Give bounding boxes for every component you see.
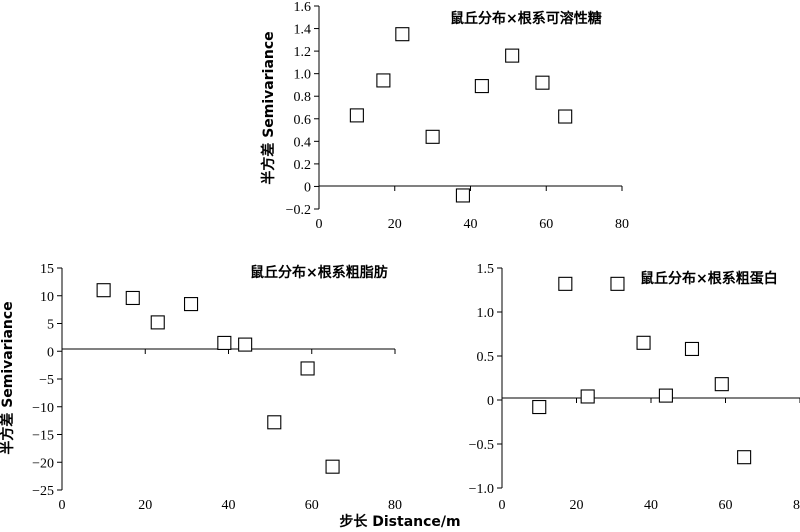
y-tick-label-protein: 1.0 <box>477 306 495 321</box>
data-point-protein <box>580 389 595 404</box>
data-point-protein <box>684 341 700 357</box>
y-tick-label-protein: 0.5 <box>477 350 495 365</box>
data-point-sugar <box>349 108 364 123</box>
data-point-sugar <box>376 73 391 88</box>
data-point-sugar <box>535 75 550 90</box>
data-point-sugar <box>558 109 573 124</box>
y-tick-label-sugar: 0.6 <box>294 113 312 128</box>
x-tick-label-sugar: 40 <box>464 217 478 232</box>
x-tick-label-sugar: 60 <box>539 217 553 232</box>
data-point-protein <box>714 377 729 392</box>
chart-title-protein: 鼠丘分布×根系粗蛋白 <box>640 270 778 287</box>
data-point-sugar <box>505 48 520 63</box>
data-point-sugar <box>425 129 440 144</box>
data-point-fat <box>267 415 282 430</box>
y-axis-label-left: 半方差 Semivariance <box>0 301 16 454</box>
y-tick-label-fat: 5 <box>47 318 54 333</box>
y-tick-label-sugar: 1.2 <box>294 45 312 60</box>
x-tick-label-sugar: 0 <box>316 217 323 232</box>
y-tick-label-protein: −1.0 <box>469 482 494 497</box>
data-point-sugar <box>395 27 410 42</box>
data-point-fat <box>325 459 340 474</box>
data-point-sugar <box>474 79 489 94</box>
y-tick-label-sugar: 1.6 <box>294 0 312 15</box>
data-point-fat <box>238 337 253 352</box>
y-tick-label-protein: 0 <box>487 394 494 409</box>
y-tick-label-fat: −15 <box>32 429 54 444</box>
x-axis-label: 步长 Distance/m <box>339 513 460 530</box>
y-tick-label-fat: −20 <box>32 456 54 471</box>
x-tick-label-fat: 20 <box>138 498 152 513</box>
y-tick-label-sugar: 0.2 <box>294 158 312 173</box>
data-point-sugar <box>455 188 470 203</box>
data-point-protein <box>658 388 673 403</box>
data-point-fat <box>125 290 140 306</box>
y-tick-label-protein: 1.5 <box>477 262 495 277</box>
data-point-protein <box>532 399 547 415</box>
x-tick-label-fat: 40 <box>222 498 236 513</box>
y-tick-label-fat: 0 <box>47 345 54 360</box>
data-point-fat <box>150 315 165 330</box>
y-tick-label-sugar: 0.8 <box>294 90 312 105</box>
x-tick-label-protein: 40 <box>644 498 658 513</box>
data-point-protein <box>610 276 625 291</box>
data-point-protein <box>737 450 752 465</box>
data-point-protein <box>636 335 651 350</box>
x-tick-label-protein: 60 <box>719 498 733 513</box>
data-point-protein <box>558 276 573 291</box>
y-tick-label-sugar: 1.0 <box>294 68 312 83</box>
x-tick-label-sugar: 20 <box>388 217 402 232</box>
chart-title-sugar: 鼠丘分布×根系可溶性糖 <box>450 10 602 27</box>
x-tick-label-fat: 60 <box>305 498 319 513</box>
y-tick-label-fat: −10 <box>32 401 54 416</box>
y-tick-label-fat: −5 <box>39 373 54 388</box>
chart-protein-panel: 鼠丘分布×根系粗蛋白 1.5 1.0 0.5 0 −0.5 −1.0 0 20 40 60 80 <box>469 262 800 513</box>
y-axis-label-top: 半方差 Semivariance <box>260 31 277 184</box>
chart-sugar-panel: 鼠丘分布×根系可溶性糖 1.6 1.4 1.2 1.0 0.8 0.6 0.4 0.2 0 −0.… <box>286 0 629 232</box>
data-point-fat <box>300 361 315 376</box>
chart-fat-panel: 鼠丘分布×根系粗脂肪 15 10 5 0 −5 −10 −15 −20 −25 0 20 40 60 80 <box>32 262 402 513</box>
y-tick-label-protein: −0.5 <box>469 438 494 453</box>
data-point-fat <box>96 283 111 298</box>
x-tick-label-fat: 0 <box>59 498 66 513</box>
x-tick-label-protein: 0 <box>499 498 506 513</box>
y-tick-label-fat: 10 <box>40 290 54 305</box>
y-tick-label-sugar: 0 <box>304 180 311 195</box>
x-tick-label-sugar: 80 <box>615 217 629 232</box>
x-tick-label-fat: 80 <box>388 498 402 513</box>
x-tick-label-protein: 20 <box>570 498 584 513</box>
y-tick-label-sugar: 1.4 <box>294 23 312 38</box>
y-tick-label-fat: −25 <box>32 484 54 499</box>
chart-title-fat: 鼠丘分布×根系粗脂肪 <box>250 264 388 281</box>
data-point-fat <box>217 335 232 350</box>
y-tick-label-sugar: 0.4 <box>294 135 312 150</box>
y-tick-label-sugar: −0.2 <box>286 203 311 218</box>
data-point-fat <box>183 297 199 312</box>
x-tick-label-protein: 80 <box>793 498 800 513</box>
y-tick-label-fat: 15 <box>40 262 54 277</box>
